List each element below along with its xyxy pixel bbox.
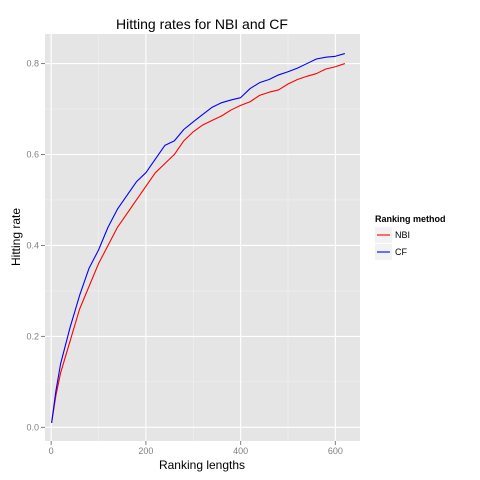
series-layer: [51, 53, 346, 423]
legend: Ranking method NBI CF: [375, 214, 446, 260]
legend-label-nbi: NBI: [395, 230, 410, 240]
x-tick-label: 0: [49, 446, 54, 456]
x-tick-label: 200: [138, 446, 153, 456]
grid-major: [45, 34, 360, 441]
y-tick-label: 0.2: [26, 331, 39, 341]
x-axis-title: Ranking lengths: [159, 458, 245, 472]
series-line-nbi: [51, 63, 346, 423]
plot-panel: [45, 34, 360, 441]
legend-label-cf: CF: [395, 247, 407, 257]
y-tick-label: 0.6: [26, 150, 39, 160]
x-axis: 0 200 400 600: [49, 441, 343, 456]
y-axis-title: Hitting rate: [9, 208, 23, 266]
x-tick-label: 600: [328, 446, 343, 456]
y-tick-label: 0.8: [26, 59, 39, 69]
legend-title: Ranking method: [375, 214, 446, 224]
y-tick-label: 0.0: [26, 422, 39, 432]
chart-title: Hitting rates for NBI and CF: [116, 16, 288, 32]
y-axis: 0.0 0.2 0.4 0.6 0.8: [26, 59, 45, 432]
x-tick-label: 400: [233, 446, 248, 456]
series-line-cf: [51, 53, 345, 423]
y-tick-label: 0.4: [26, 240, 39, 250]
grid-minor: [45, 34, 360, 441]
